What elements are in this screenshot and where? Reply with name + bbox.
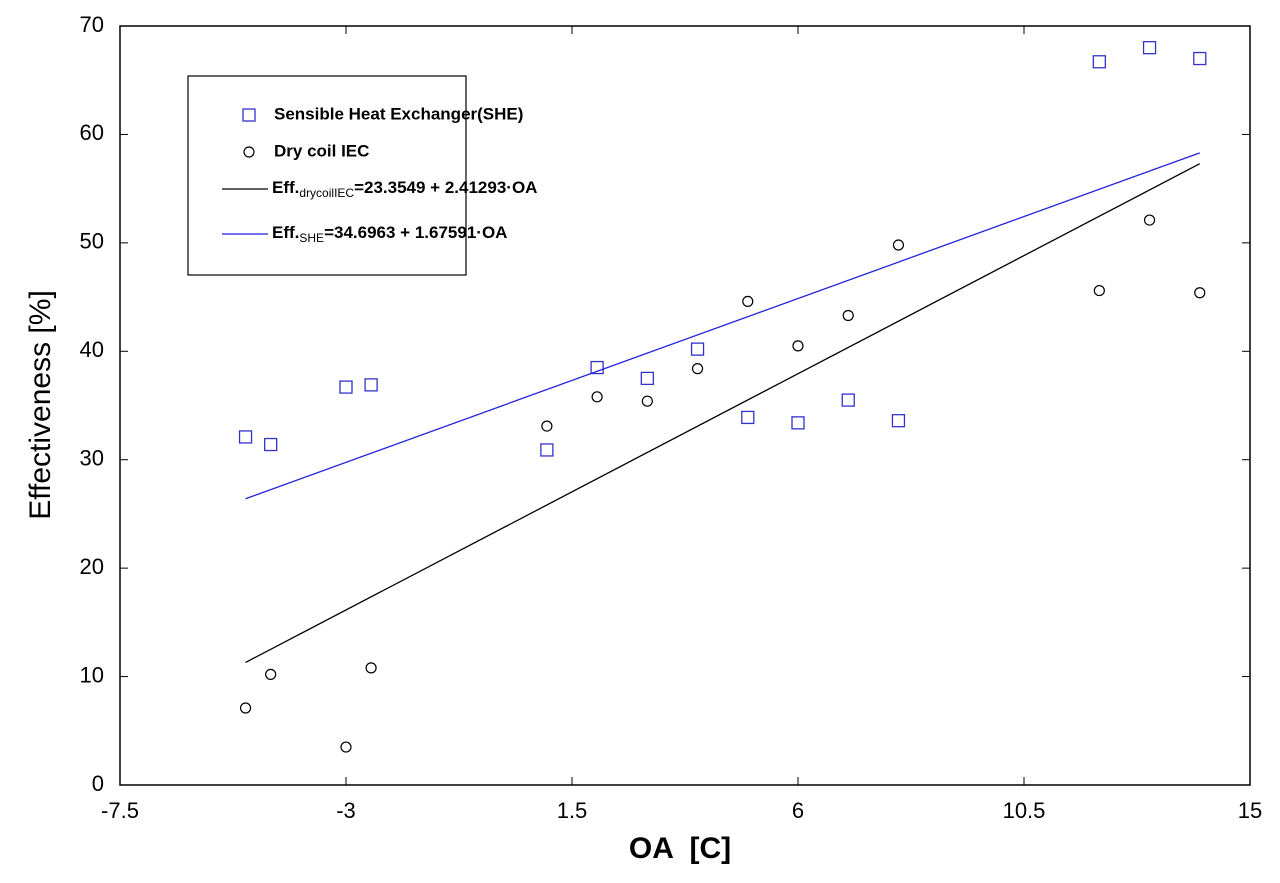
square-marker xyxy=(1092,55,1106,69)
y-tick-label: 40 xyxy=(80,337,104,362)
plot-frame xyxy=(119,25,1251,786)
circle-marker xyxy=(239,702,252,714)
circle-marker xyxy=(265,668,277,681)
y-tick-label: 10 xyxy=(80,662,104,687)
x-tick-label: 1.5 xyxy=(557,798,588,823)
square-marker xyxy=(791,416,805,430)
legend-sub: drycoilIEC xyxy=(299,186,354,200)
square-marker xyxy=(590,360,604,375)
square-marker xyxy=(891,414,906,428)
legend-label: Dry coil IEC xyxy=(274,141,369,160)
legend-main: Eff. xyxy=(272,223,299,242)
square-marker xyxy=(640,371,654,386)
legend-main: Eff. xyxy=(272,178,299,197)
y-tick-label: 20 xyxy=(80,554,104,579)
square-marker xyxy=(741,410,755,425)
circle-marker xyxy=(1093,284,1105,297)
y-tick-label: 30 xyxy=(80,446,104,471)
legend-label: Eff.SHE=34.6963 + 1.67591·OA xyxy=(272,223,507,245)
square-marker xyxy=(242,108,256,122)
circle-marker xyxy=(591,391,603,403)
y-tick-label: 60 xyxy=(80,120,104,145)
circle-marker xyxy=(1194,287,1206,299)
square-marker xyxy=(238,430,253,444)
legend-rest: =34.6963 + 1.67591·OA xyxy=(324,223,507,242)
y-axis-title: Effectiveness [%] xyxy=(24,290,57,520)
fit-line xyxy=(245,152,1200,500)
legend-sub: SHE xyxy=(299,231,324,245)
circle-marker xyxy=(691,363,704,375)
circle-marker xyxy=(541,420,553,432)
legend-rest: =23.3549 + 2.41293·OA xyxy=(354,178,537,197)
circle-marker xyxy=(365,662,377,674)
circle-marker xyxy=(742,295,754,308)
y-tick-label: 50 xyxy=(80,229,104,254)
legend-box xyxy=(187,75,467,276)
x-tick-label: 10.5 xyxy=(1003,798,1046,823)
fit-line xyxy=(245,163,1201,664)
legend-label: Eff.drycoilIEC=23.3549 + 2.41293·OA xyxy=(272,178,537,200)
square-marker xyxy=(1142,41,1157,55)
circle-marker xyxy=(243,146,255,158)
y-tick-label: 70 xyxy=(80,12,104,37)
x-tick-label: 6 xyxy=(792,798,804,823)
square-marker xyxy=(540,443,554,457)
y-tick-label: 0 xyxy=(92,771,104,796)
circle-marker xyxy=(340,741,352,753)
circle-marker xyxy=(892,239,905,251)
x-axis-title: OA [C] xyxy=(629,832,731,865)
square-marker xyxy=(339,380,353,394)
square-marker xyxy=(841,393,855,407)
square-marker xyxy=(264,437,278,452)
square-marker xyxy=(364,378,378,392)
square-marker xyxy=(1193,51,1207,66)
circle-marker xyxy=(641,395,653,407)
square-marker xyxy=(690,342,705,356)
x-tick-label: -7.5 xyxy=(101,798,139,823)
circle-marker xyxy=(842,309,854,322)
circle-marker xyxy=(1143,214,1156,226)
circle-marker xyxy=(792,340,804,352)
x-tick-label: 15 xyxy=(1238,798,1262,823)
legend-label: Sensible Heat Exchanger(SHE) xyxy=(274,104,523,123)
x-tick-label: -3 xyxy=(336,798,356,823)
